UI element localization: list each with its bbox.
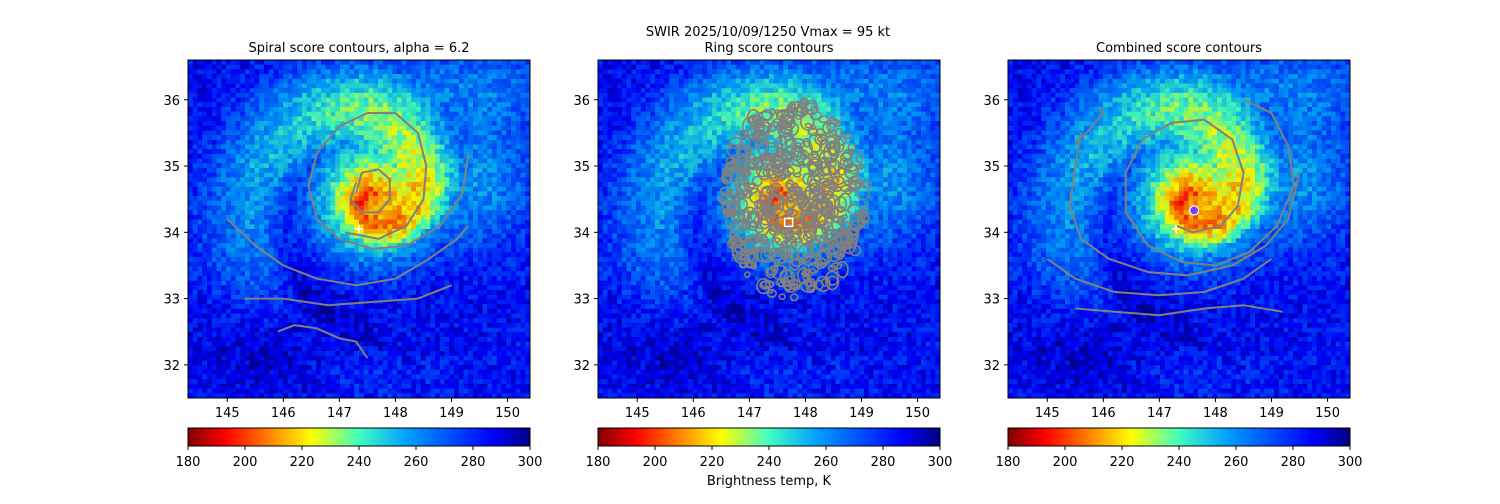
colorbar-tick-label: 240	[347, 455, 372, 470]
x-tick-label: 150	[495, 406, 520, 421]
panel-2: 145 146 147 148 149 150 32 33 34 35 36 Ring score c…	[573, 41, 940, 421]
colorbar-2: 180 200 220 240 260 280 300 Brightness temp, K	[586, 428, 953, 489]
colorbar-tick-label: 260	[814, 455, 839, 470]
colorbar-1: 180 200 220 240 260 280 300	[176, 428, 543, 470]
y-tick-label: 36	[983, 94, 1000, 109]
x-tick-label: 148	[383, 406, 408, 421]
x-tick-label: 146	[681, 406, 706, 421]
colorbar-tick-label: 300	[928, 455, 953, 470]
x-tick-label: 149	[1259, 406, 1284, 421]
y-tick-label: 36	[163, 94, 180, 109]
x-tick-label: 150	[905, 406, 930, 421]
colorbar-tick-label: 180	[586, 455, 611, 470]
colorbar-tick-label: 280	[1281, 455, 1306, 470]
colorbar-tick-label: 220	[290, 455, 315, 470]
x-tick-label: 150	[1315, 406, 1340, 421]
y-tick-label: 35	[573, 160, 590, 175]
y-tick-label: 33	[983, 293, 1000, 308]
y-tick-label: 34	[163, 226, 180, 241]
colorbar-tick-label: 200	[1053, 455, 1078, 470]
y-tick-label: 35	[983, 160, 1000, 175]
y-tick-label: 32	[573, 359, 590, 374]
colorbar-tick-label: 200	[643, 455, 668, 470]
colorbar-tick-label: 240	[1167, 455, 1192, 470]
x-tick-label: 149	[849, 406, 874, 421]
x-tick-label: 145	[625, 406, 650, 421]
y-tick-label: 32	[163, 359, 180, 374]
colorbar-tick-label: 220	[700, 455, 725, 470]
panel-3: 145 146 147 148 149 150 32 33 34 35 36 Combined sco…	[983, 41, 1350, 421]
colorbar-tick-label: 300	[1338, 455, 1363, 470]
y-tick-label: 34	[983, 226, 1000, 241]
x-tick-label: 146	[271, 406, 296, 421]
colorbar-tick-label: 260	[404, 455, 429, 470]
y-tick-label: 33	[163, 293, 180, 308]
y-tick-label: 35	[163, 160, 180, 175]
y-tick-label: 32	[983, 359, 1000, 374]
panel-title: Spiral score contours, alpha = 6.2	[248, 41, 469, 56]
colorbar-gradient	[598, 428, 940, 446]
x-tick-label: 149	[439, 406, 464, 421]
y-tick-label: 36	[573, 94, 590, 109]
x-tick-label: 145	[1035, 406, 1060, 421]
y-tick-label: 33	[573, 293, 590, 308]
colorbar-tick-label: 180	[996, 455, 1021, 470]
colorbar-tick-label: 260	[1224, 455, 1249, 470]
x-tick-label: 148	[793, 406, 818, 421]
colorbar-tick-label: 280	[461, 455, 486, 470]
y-tick-label: 34	[573, 226, 590, 241]
x-tick-label: 147	[1147, 406, 1172, 421]
panel-title: Ring score contours	[704, 41, 833, 56]
colorbar-gradient	[1008, 428, 1350, 446]
colorbar-label: Brightness temp, K	[707, 474, 832, 489]
x-tick-label: 147	[737, 406, 762, 421]
x-tick-label: 148	[1203, 406, 1228, 421]
x-tick-label: 147	[327, 406, 352, 421]
colorbar-3: 180 200 220 240 260 280 300	[996, 428, 1363, 470]
panel-title: Combined score contours	[1096, 41, 1262, 56]
colorbar-tick-label: 280	[871, 455, 896, 470]
colorbar-tick-label: 240	[757, 455, 782, 470]
x-tick-label: 145	[215, 406, 240, 421]
colorbar-tick-label: 180	[176, 455, 201, 470]
suptitle: SWIR 2025/10/09/1250 Vmax = 95 kt	[646, 25, 890, 40]
colorbar-tick-label: 200	[233, 455, 258, 470]
colorbar-tick-label: 220	[1110, 455, 1135, 470]
x-tick-label: 146	[1091, 406, 1116, 421]
colorbar-gradient	[188, 428, 530, 446]
panel-1: 145 146 147 148 149 150 32 33 34 35 36 Spiral score…	[163, 41, 530, 421]
colorbar-tick-label: 300	[518, 455, 543, 470]
combined-center-marker	[1190, 206, 1199, 215]
